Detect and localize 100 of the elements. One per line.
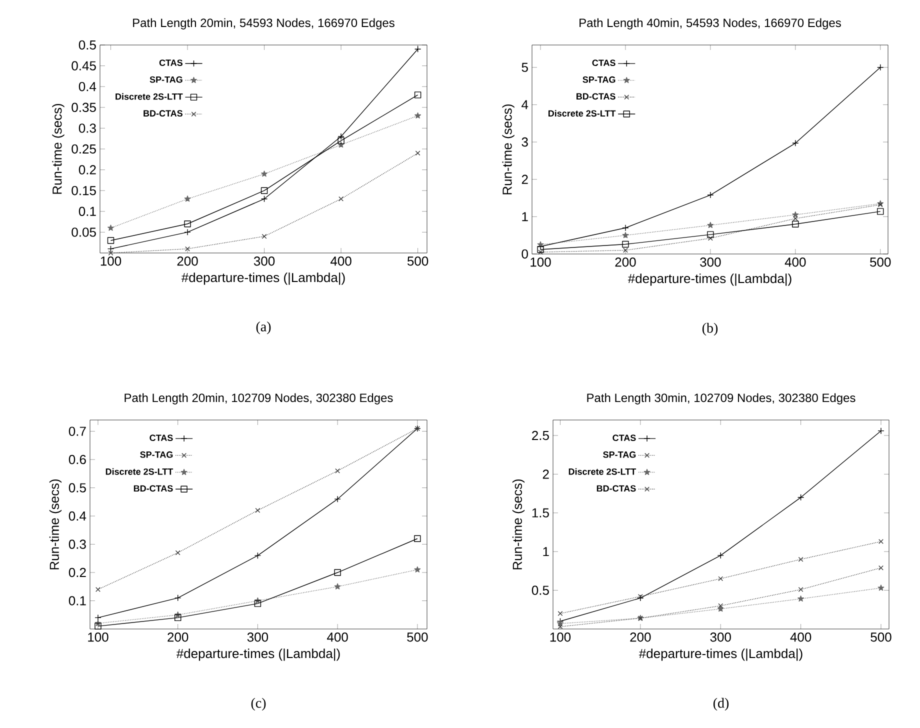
point — [414, 566, 421, 572]
text: (b) — [702, 322, 718, 336]
y-tick-label: 0.5 — [68, 483, 86, 492]
point — [261, 170, 268, 177]
x-axis-title: #departure-times (|Lambda|) — [181, 272, 345, 285]
point — [798, 595, 804, 602]
point — [184, 196, 191, 202]
x-tick-label: 100 — [550, 632, 571, 642]
y-tick-label: 0.1 — [78, 206, 96, 216]
x-tick-label: 200 — [630, 632, 651, 642]
legend-label: BD-CTAS — [134, 485, 173, 492]
x-axis-title: #departure-times (|Lambda|) — [176, 648, 340, 661]
point — [798, 556, 804, 562]
y-tick-label: 1.5 — [532, 508, 549, 518]
point — [792, 216, 798, 222]
point — [717, 606, 724, 612]
point — [254, 600, 262, 607]
x-tick-label: 200 — [615, 258, 636, 267]
text: (c) — [251, 698, 266, 711]
y-tick-label: 0.2 — [78, 165, 96, 174]
legend-label: CTAS — [159, 60, 183, 66]
x-tick-label: 300 — [710, 632, 731, 642]
point — [415, 150, 420, 156]
legend-label: Discrete 2S-LTT — [116, 93, 183, 100]
legend-label: CTAS — [150, 434, 173, 442]
legend-label: SP-TAG — [582, 76, 616, 83]
point — [877, 208, 884, 215]
x-tick-label: 200 — [177, 256, 198, 266]
point — [707, 222, 714, 228]
y-tick-label: 0.15 — [72, 186, 96, 196]
y-tick-label: 0.3 — [78, 124, 96, 133]
point — [260, 187, 268, 194]
y-tick-label: 0.4 — [78, 82, 96, 92]
x-tick-label: 400 — [327, 632, 348, 642]
point — [334, 583, 341, 590]
y-tick-label: 0.1 — [68, 596, 86, 606]
point — [878, 539, 884, 544]
text: (a) — [256, 322, 271, 334]
y-tick-label: 0.45 — [72, 61, 96, 70]
y-tick-label: 0.35 — [72, 102, 96, 112]
point — [623, 248, 628, 253]
y-tick-label: 5 — [522, 62, 528, 72]
point — [718, 603, 724, 608]
point — [792, 220, 799, 228]
legend-label: SP-TAG — [603, 451, 636, 458]
point — [798, 587, 804, 592]
x-tick-label: 500 — [870, 258, 891, 267]
point — [878, 584, 884, 591]
y-tick-label: 0 — [522, 249, 528, 259]
point — [792, 211, 799, 218]
legend-label: SP-TAG — [150, 76, 182, 83]
x-tick-label: 500 — [407, 632, 428, 642]
x-tick-label: 100 — [530, 258, 551, 267]
point — [174, 614, 182, 622]
y-tick-label: 0.3 — [68, 540, 86, 549]
y-tick-label: 2 — [542, 470, 549, 479]
point — [175, 550, 180, 556]
y-tick-label: 0.2 — [68, 568, 86, 578]
y-tick-label: 0.4 — [68, 511, 86, 521]
legend-label: BD-CTAS — [144, 110, 183, 117]
point — [638, 594, 643, 599]
y-axis-title: Run-time (secs) — [52, 104, 64, 194]
y-axis-title: Run-time (secs) — [49, 479, 62, 570]
legend-label: Discrete 2S-LTT — [548, 110, 616, 117]
x-tick-label: 300 — [247, 632, 268, 642]
point — [108, 224, 114, 231]
point — [622, 240, 629, 248]
point — [707, 231, 714, 238]
point — [184, 220, 191, 228]
point — [255, 508, 260, 513]
point — [185, 246, 190, 252]
x-tick-label: 400 — [784, 258, 806, 267]
legend-label: Discrete 2S-LTT — [568, 468, 636, 475]
y-axis-title: Run-time (secs) — [512, 479, 525, 570]
point — [108, 250, 114, 256]
chart-title: Path Length 20min, 102709 Nodes, 302380 Edges — [124, 393, 393, 404]
legend-label: BD-CTAS — [596, 485, 636, 492]
point — [334, 569, 341, 576]
y-tick-label: 0.25 — [72, 144, 96, 154]
x-tick-label: 400 — [330, 256, 352, 266]
x-axis-title: #departure-times (|Lambda|) — [628, 274, 792, 286]
point — [558, 624, 563, 630]
y-tick-label: 1 — [522, 212, 528, 222]
y-tick-label: 0.05 — [72, 228, 96, 237]
point — [262, 234, 267, 239]
legend-label: CTAS — [592, 60, 616, 66]
legend-label: BD-CTAS — [576, 93, 616, 100]
chart-title: Path Length 40min, 54593 Nodes, 166970 Edges — [580, 18, 841, 30]
x-tick-label: 500 — [870, 632, 892, 642]
point — [414, 535, 421, 542]
y-tick-label: 0.7 — [68, 426, 86, 436]
point — [558, 611, 563, 616]
y-tick-label: 4 — [522, 100, 528, 110]
point — [538, 250, 543, 255]
point — [107, 237, 114, 244]
x-tick-label: 300 — [254, 256, 275, 266]
point — [338, 137, 344, 144]
y-tick-label: 1 — [543, 547, 549, 556]
legend-label: Discrete 2S-LTT — [106, 468, 174, 475]
chart-title: Path Length 20min, 54593 Nodes, 166970 Edges — [133, 18, 394, 30]
